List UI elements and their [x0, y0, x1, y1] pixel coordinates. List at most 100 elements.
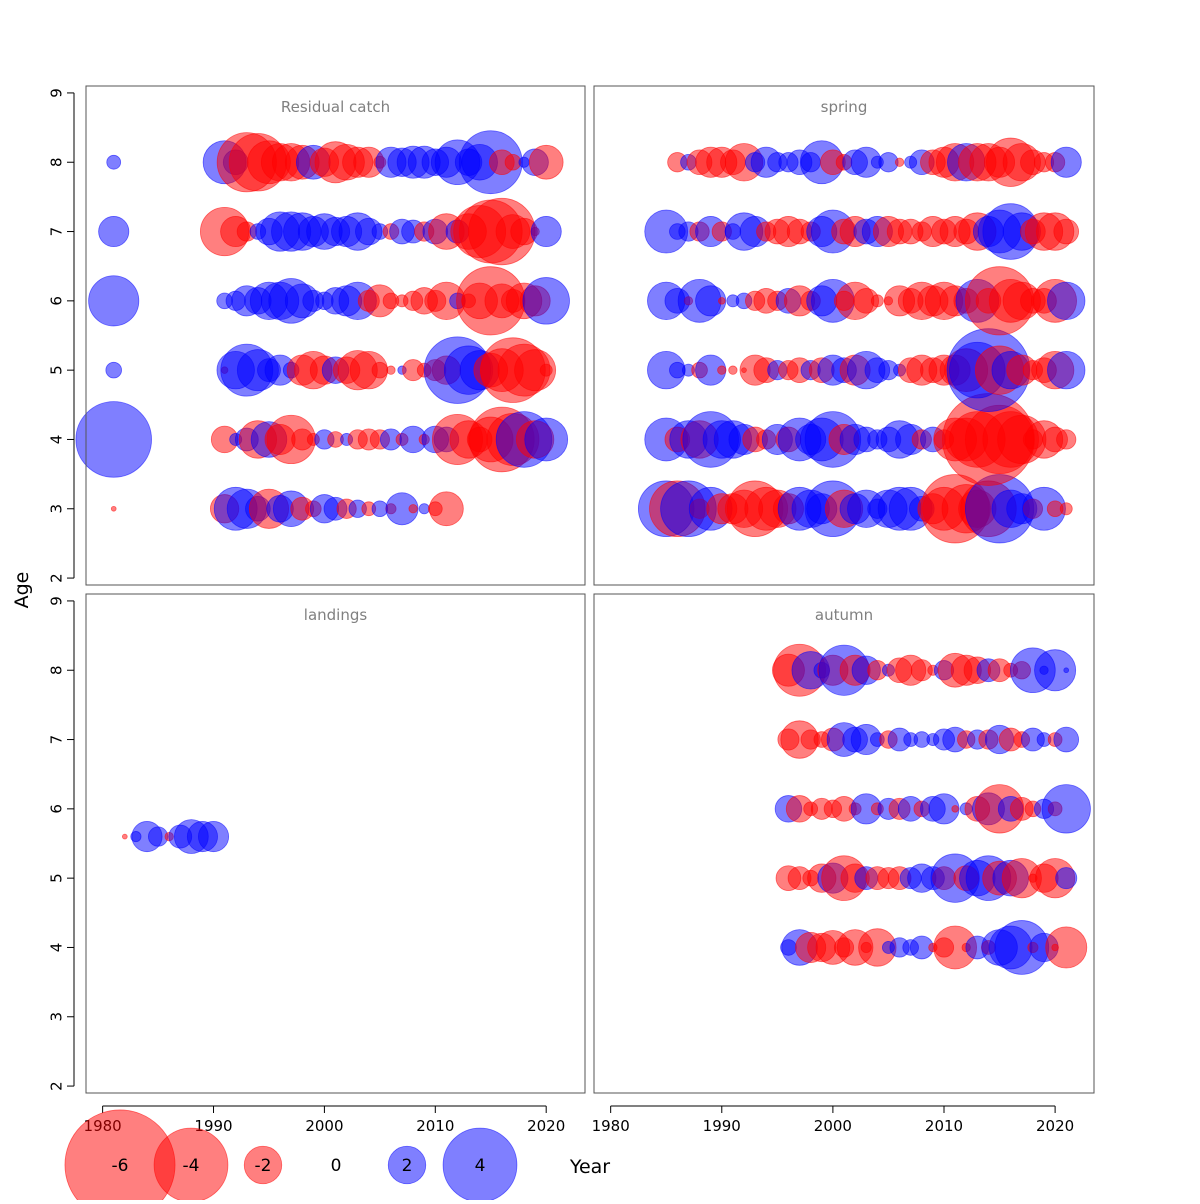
- legend-label: 4: [475, 1156, 486, 1176]
- x-tick-label: 1990: [703, 1117, 741, 1135]
- y-tick-label: 3: [48, 504, 66, 514]
- bubble: [528, 144, 564, 180]
- panel-title: autumn: [815, 606, 873, 624]
- bubble: [1034, 649, 1077, 692]
- bubble: [371, 500, 389, 518]
- panel-residual-catch: Residual catch 2 3 4 5 6 7 8 9: [48, 85, 586, 586]
- panel-frame: [593, 593, 1095, 1094]
- bubble: [386, 365, 396, 375]
- y-axis-label: Age: [11, 572, 33, 609]
- x-tick-label: 2020: [527, 1117, 565, 1135]
- bubble: [1045, 926, 1088, 969]
- bubble: [1041, 784, 1091, 834]
- x-axis: 1980 1990 2000 2010 2020: [592, 1105, 1074, 1135]
- bubble: [894, 157, 905, 167]
- legend-label: 2: [402, 1156, 413, 1176]
- panel-frame: [593, 85, 1095, 586]
- y-axis: 2 3 4 5 6 7 8 9: [48, 596, 75, 1091]
- bubble: [408, 504, 418, 514]
- x-tick-label: 2000: [305, 1117, 343, 1135]
- bubble: [1047, 350, 1086, 390]
- bubble: [728, 365, 738, 375]
- legend-label: -4: [183, 1156, 200, 1176]
- bubble: [121, 833, 128, 840]
- bubble: [1055, 867, 1078, 890]
- y-tick-label: 9: [48, 88, 66, 98]
- y-tick-label: 2: [48, 573, 66, 583]
- bubble: [522, 277, 570, 325]
- bubble: [870, 294, 884, 308]
- legend-item: 4: [442, 1127, 518, 1203]
- x-tick-label: 1980: [592, 1117, 630, 1135]
- bubble: [1053, 218, 1080, 245]
- legend-item: 0: [331, 1156, 342, 1176]
- y-tick-label: 4: [48, 943, 66, 953]
- y-tick-label: 7: [48, 227, 66, 237]
- panel-frame: [85, 85, 586, 586]
- bubble: [1053, 726, 1080, 753]
- x-tick-label: 2000: [814, 1117, 852, 1135]
- y-tick-label: 2: [48, 1081, 66, 1091]
- bubble: [106, 154, 122, 170]
- bubbles: [772, 643, 1091, 975]
- y-tick-label: 6: [48, 804, 66, 814]
- y-axis: 2 3 4 5 6 7 8 9: [48, 88, 75, 583]
- y-tick-label: 5: [48, 365, 66, 375]
- bubble: [1050, 146, 1082, 178]
- legend-item: -4: [153, 1127, 229, 1203]
- bubble: [524, 417, 569, 462]
- legend-item: 2: [387, 1145, 427, 1185]
- panel-title: Residual catch: [281, 98, 390, 116]
- bubble: [1056, 429, 1077, 450]
- y-tick-label: 8: [48, 665, 66, 675]
- y-tick-label: 8: [48, 157, 66, 167]
- x-tick-label: 2010: [416, 1117, 454, 1135]
- bubble: [1063, 667, 1070, 674]
- legend-label: -6: [112, 1156, 129, 1176]
- y-tick-label: 3: [48, 1012, 66, 1022]
- legend-bubble: [387, 1145, 427, 1185]
- bubble: [928, 793, 960, 825]
- y-tick-label: 7: [48, 735, 66, 745]
- bubble: [530, 216, 562, 248]
- bubble: [385, 492, 419, 526]
- bubbles: [121, 819, 230, 854]
- panel-landings: landings2345678919801990200020102020: [48, 593, 586, 1135]
- bubbles: [75, 130, 570, 531]
- bubble: [98, 216, 130, 248]
- legend-label: 0: [331, 1156, 342, 1176]
- panel-autumn: autumn 1980 1990 2000 2010 2020: [592, 593, 1095, 1135]
- bubble: [105, 361, 122, 379]
- panel-spring: spring: [593, 85, 1095, 586]
- bubble: [1047, 281, 1086, 321]
- bubble: [514, 349, 557, 392]
- bubble: [429, 491, 464, 527]
- bubble: [418, 503, 430, 515]
- legend-item: -2: [243, 1145, 283, 1185]
- bubble: [110, 505, 117, 512]
- x-axis-label: Year: [569, 1156, 610, 1178]
- bubble: [1059, 502, 1073, 516]
- y-tick-label: 4: [48, 435, 66, 445]
- bubble: [371, 361, 389, 379]
- panels: Residual catch 2 3 4 5 6 7 8 9 spring landings 2 3 4 5…: [48, 85, 1095, 1135]
- panel-title: spring: [821, 98, 868, 116]
- y-tick-label: 5: [48, 873, 66, 883]
- bubble: [718, 297, 726, 305]
- bubble: [75, 401, 152, 478]
- y-tick-label: 6: [48, 296, 66, 306]
- bubble: [88, 275, 140, 327]
- bubble: [198, 821, 230, 853]
- bubbles: [637, 137, 1086, 544]
- bubble: [504, 153, 522, 171]
- legend: -6 -4 -2 0 2 4: [64, 1109, 518, 1204]
- panel-frame: [85, 593, 586, 1094]
- bubble: [539, 363, 553, 377]
- panel-title: landings: [304, 606, 368, 624]
- legend-bubble: [243, 1145, 283, 1185]
- bubble: [951, 805, 959, 813]
- bubble: [695, 285, 727, 317]
- x-tick-label: 2010: [925, 1117, 963, 1135]
- legend-label: -2: [255, 1156, 272, 1176]
